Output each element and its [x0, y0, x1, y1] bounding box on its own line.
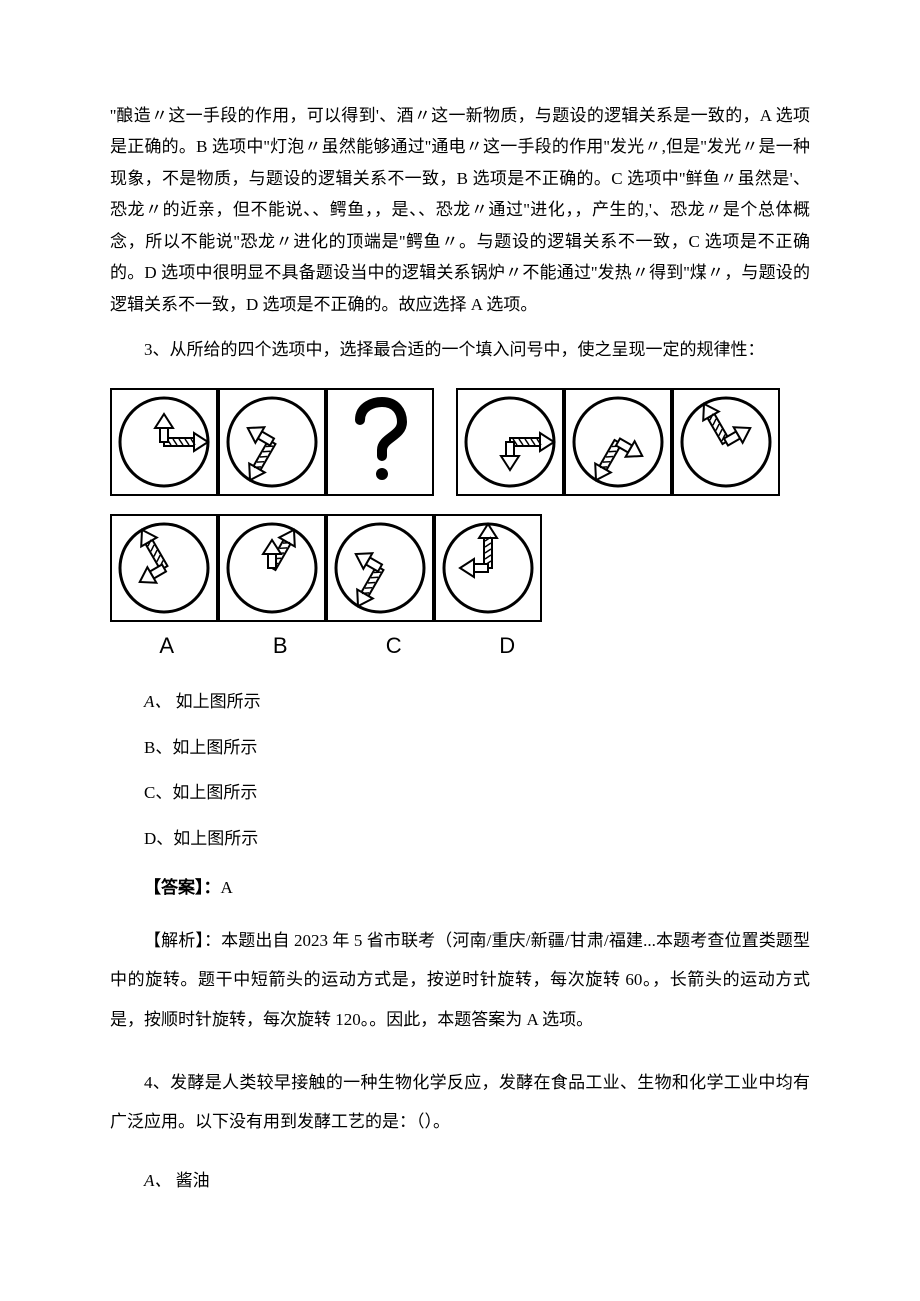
- q3-options-row: [110, 514, 810, 622]
- q4-opt-text-A: 酱油: [176, 1171, 210, 1190]
- label-D: D: [451, 626, 565, 667]
- q3-opt-tile-B: [218, 514, 326, 622]
- arrow-circle-icon: [112, 516, 216, 620]
- q3-number: 3、: [144, 340, 170, 359]
- analysis-label: 【解析】：: [144, 931, 221, 950]
- q3-seq-tile-5: [564, 388, 672, 496]
- q3-text-options: A、 如上图所示 B、如上图所示 C、如上图所示 D、如上图所示: [110, 686, 810, 854]
- opt-text-D: 如上图所示: [173, 829, 258, 848]
- q3-seq-tile-1: [110, 388, 218, 496]
- q3-figure-block: A B C D: [110, 388, 810, 667]
- q3-analysis: 【解析】：本题出自 2023 年 5 省市联考（河南/重庆/新疆/甘肃/福建..…: [110, 921, 810, 1038]
- q4-stem-line: 4、发酵是人类较早接触的一种生物化学反应，发酵在食品工业、生物和化学工业中均有广…: [110, 1063, 810, 1141]
- arrow-circle-icon: [220, 390, 324, 494]
- q3-seq-tile-6: [672, 388, 780, 496]
- arrow-circle-icon: [220, 516, 324, 620]
- q3-stem-line: 3、从所给的四个选项中，选择最合适的一个填入问号中，使之呈现一定的规律性：: [110, 334, 810, 365]
- opt-text-A: 如上图所示: [176, 692, 261, 711]
- q4-number: 4、: [144, 1073, 170, 1092]
- q4-option-A: A、 酱油: [110, 1165, 810, 1196]
- arrow-circle-icon: [458, 390, 562, 494]
- opt-prefix-B: B、: [144, 738, 172, 757]
- opt-prefix-C: C、: [144, 783, 172, 802]
- label-B: B: [224, 626, 338, 667]
- opt-text-C: 如上图所示: [172, 783, 257, 802]
- q3-seq-tile-2: [218, 388, 326, 496]
- q3-option-labels: A B C D: [110, 626, 564, 667]
- label-C: C: [337, 626, 451, 667]
- answer-label: 【答案】：: [144, 878, 221, 897]
- q3-seq-tile-4: [456, 388, 564, 496]
- arrow-circle-icon: [674, 390, 778, 494]
- tile-gap: [434, 388, 456, 496]
- q3-stem: 从所给的四个选项中，选择最合适的一个填入问号中，使之呈现一定的规律性：: [170, 340, 765, 359]
- q4-opt-prefix-A: A、: [144, 1171, 171, 1190]
- arrow-circle-icon: [328, 516, 432, 620]
- q3-answer-line: 【答案】：A: [110, 872, 810, 903]
- q3-option-A: A、 如上图所示: [110, 686, 810, 717]
- arrow-circle-icon: [566, 390, 670, 494]
- q3-option-D: D、如上图所示: [110, 823, 810, 854]
- q3-opt-tile-A: [110, 514, 218, 622]
- q3-option-B: B、如上图所示: [110, 732, 810, 763]
- opt-prefix-D: D、: [144, 829, 173, 848]
- opt-text-B: 如上图所示: [172, 738, 257, 757]
- q3-option-C: C、如上图所示: [110, 777, 810, 808]
- label-A: A: [110, 626, 224, 667]
- q3-sequence-row: [110, 388, 810, 496]
- arrow-circle-icon: [436, 516, 540, 620]
- question-mark-icon: [328, 390, 432, 494]
- opt-prefix-A: A、: [144, 692, 171, 711]
- q3-seq-tile-3-qmark: [326, 388, 434, 496]
- q4-stem: 发酵是人类较早接触的一种生物化学反应，发酵在食品工业、生物和化学工业中均有广泛应…: [110, 1073, 810, 1131]
- q3-opt-tile-D: [434, 514, 542, 622]
- q2-explanation: ''酿造〃这一手段的作用，可以得到'、酒〃这一新物质，与题设的逻辑关系是一致的，…: [110, 100, 810, 320]
- arrow-circle-icon: [112, 390, 216, 494]
- answer-value: A: [221, 878, 233, 897]
- q3-opt-tile-C: [326, 514, 434, 622]
